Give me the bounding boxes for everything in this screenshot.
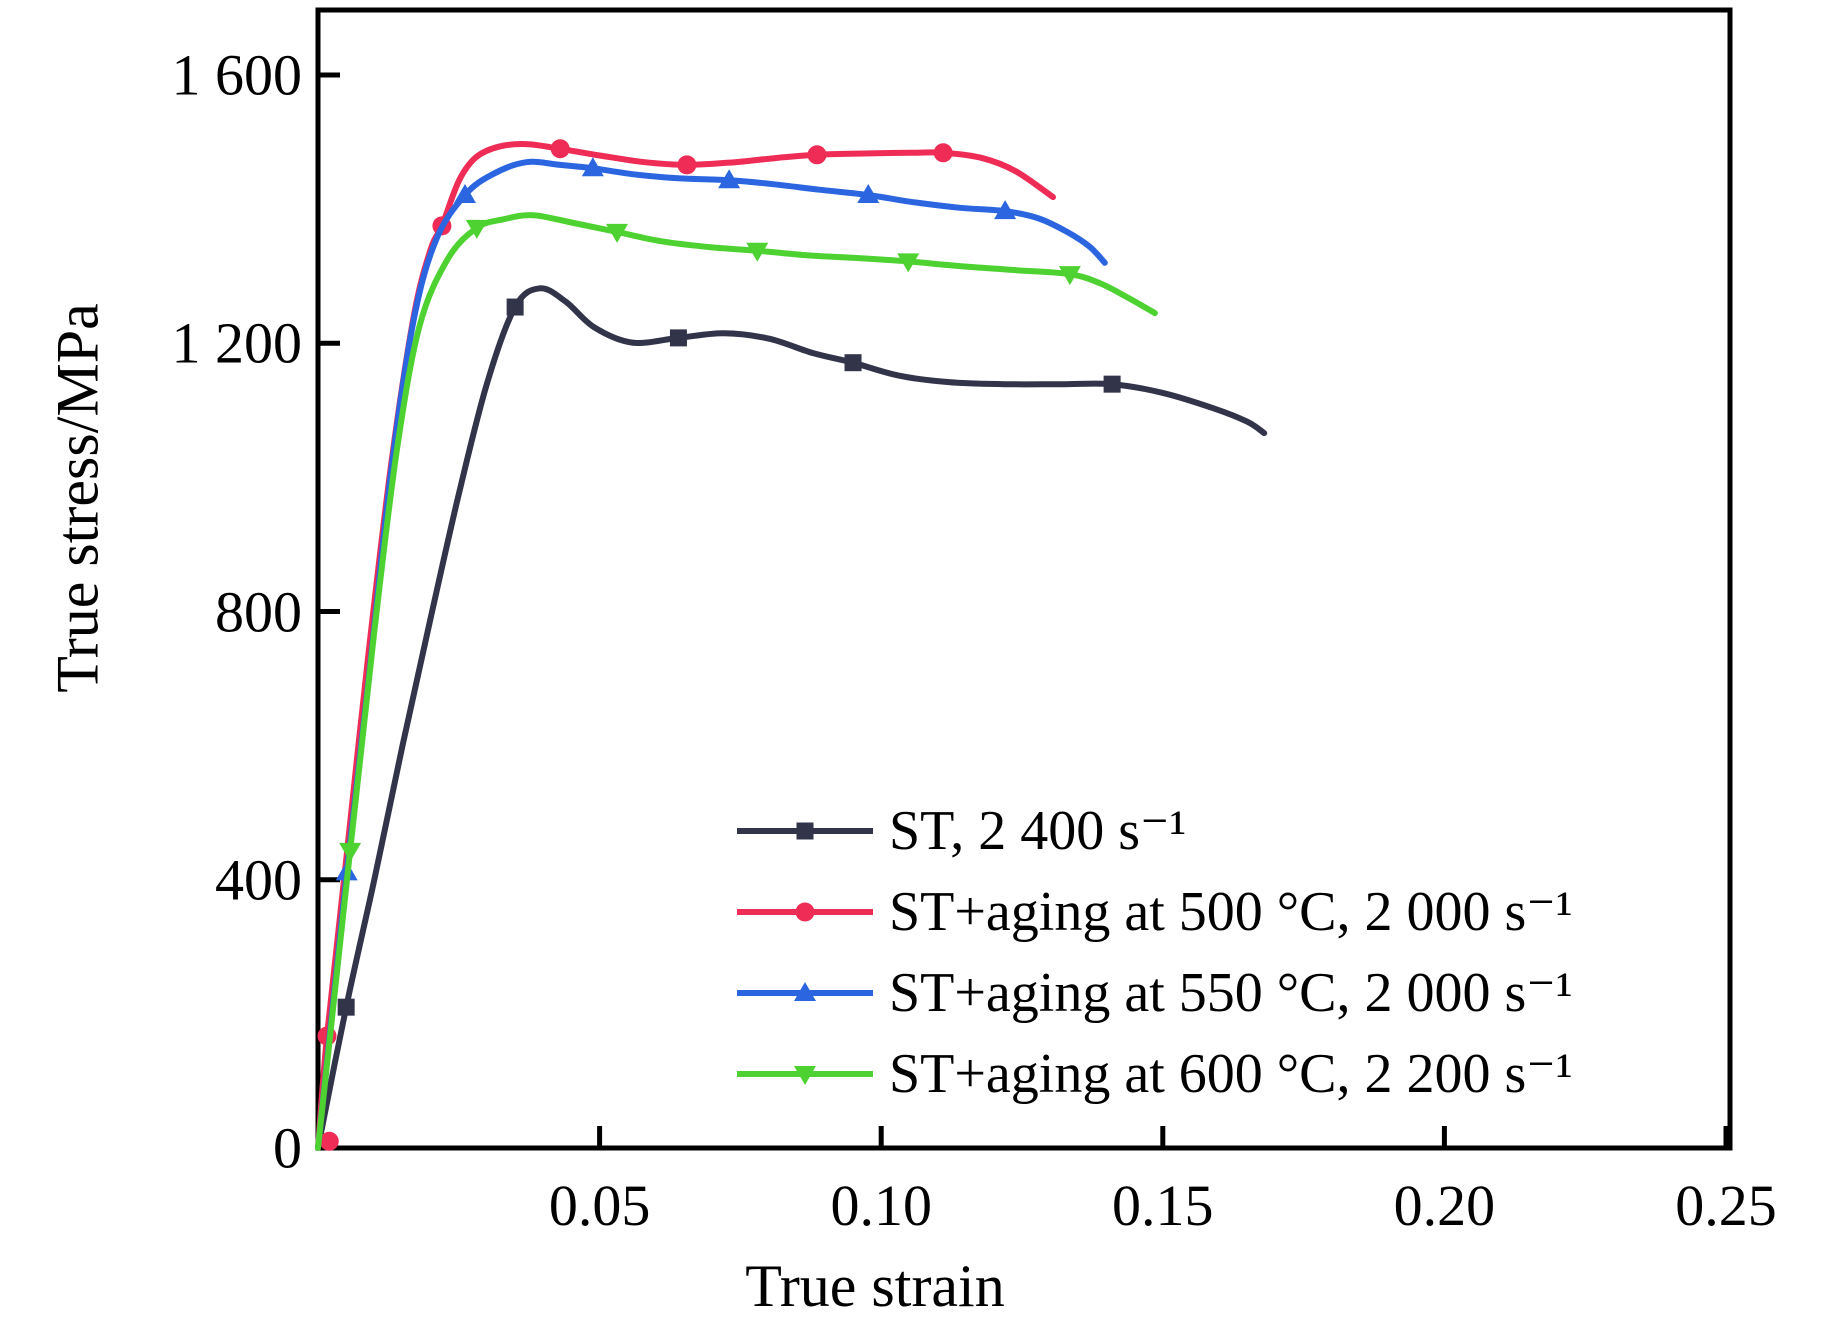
series-marker [337,998,355,1016]
legend-label: ST+aging at 550 °C, 2 000 s⁻¹ [889,962,1573,1024]
x-axis-title: True strain [745,1253,1005,1319]
legend-swatch [737,981,873,1001]
series-marker [677,155,697,175]
series-marker [994,200,1017,220]
circle-marker-icon [795,902,815,921]
plot-frame [315,7,1733,1151]
series-marker [897,253,920,273]
series-marker [857,184,880,204]
y-tick-label: 800 [215,579,302,644]
series-curve [315,285,1268,1151]
series-marker [746,242,769,262]
legend-swatch [737,902,873,921]
series-marker [581,157,604,177]
legend-item: ST+aging at 500 °C, 2 000 s⁻¹ [735,871,1573,952]
series-marker [319,1131,339,1151]
legend: ST, 2 400 s⁻¹ ST+aging at 500 °C, 2 000 s… [735,790,1573,1114]
series-marker [1058,266,1081,286]
series-marker [1103,375,1121,393]
legend-item: ST+aging at 600 °C, 2 200 s⁻¹ [735,1033,1573,1114]
series-curve [315,212,1158,1151]
x-tick-label: 0.25 [1675,1173,1777,1238]
y-axis-title: True stress/MPa [44,303,111,693]
series-marker [506,298,524,316]
legend-item: ST+aging at 550 °C, 2 000 s⁻¹ [735,952,1573,1033]
series-marker [550,139,570,159]
y-tick-label: 0 [273,1115,302,1181]
legend-label: ST+aging at 600 °C, 2 200 s⁻¹ [889,1043,1573,1105]
square-marker-icon [796,822,814,839]
x-tick-label: 0.15 [1112,1173,1214,1238]
series-marker [807,145,827,165]
y-tick-label: 1 600 [171,42,303,108]
series-marker [718,169,741,189]
series-marker [669,329,687,347]
legend-label: ST+aging at 500 °C, 2 000 s⁻¹ [889,881,1573,943]
legend-item: ST, 2 400 s⁻¹ [735,790,1573,871]
series-marker [339,842,362,862]
x-tick-label: 0.20 [1393,1173,1496,1238]
x-tick-label: 0.05 [548,1173,651,1238]
legend-swatch [737,1065,873,1085]
series-marker [844,354,862,372]
series-marker [465,219,488,239]
y-tick-label: 1 200 [171,310,303,376]
series-marker [933,143,953,163]
y-tick-label: 400 [215,847,302,913]
triangle-down-marker-icon [794,1065,816,1085]
triangle-up-marker-icon [794,981,816,1001]
legend-label: ST, 2 400 s⁻¹ [889,800,1187,862]
x-tick-label: 0.10 [830,1173,932,1238]
series-marker [606,223,629,243]
series-marker [453,184,476,204]
legend-swatch [737,822,873,839]
